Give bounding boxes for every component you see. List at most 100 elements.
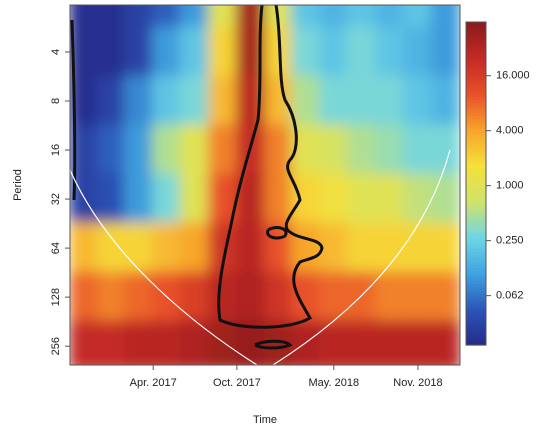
cell (179, 173, 210, 225)
colorbar-swatch (466, 102, 486, 107)
colorbar-swatch (466, 131, 486, 136)
cell (179, 222, 210, 274)
colorbar-swatch (466, 290, 486, 294)
colorbar-swatch (466, 54, 486, 59)
cell (375, 26, 405, 78)
colorbar-swatch (466, 206, 486, 210)
colorbar-swatch (466, 328, 486, 333)
cell (124, 271, 154, 323)
cell (236, 75, 266, 127)
cell (97, 320, 127, 365)
cell (402, 271, 433, 323)
colorbar-swatch (466, 319, 486, 323)
cell (236, 222, 266, 274)
cell (318, 173, 349, 225)
cell (124, 173, 154, 225)
colorbar-tick-label: 4.000 (496, 125, 524, 137)
colorbar-swatch (466, 86, 486, 91)
cell (179, 124, 210, 176)
cell (290, 320, 321, 365)
colorbar-swatch (466, 212, 486, 217)
cell (318, 271, 349, 323)
plot-frame (69, 4, 461, 366)
colorbar-swatch (466, 254, 486, 259)
cell (346, 124, 377, 176)
cell (208, 320, 239, 365)
cell (124, 124, 154, 176)
colorbar-swatch (466, 231, 486, 236)
cell (430, 173, 460, 225)
colorbar-swatch (466, 228, 486, 233)
colorbar-swatch (466, 167, 486, 172)
colorbar-swatch (466, 122, 486, 126)
colorbar-swatch (466, 293, 486, 298)
y-tick-label: 4 (50, 49, 62, 55)
colorbar-swatch (466, 25, 486, 30)
colorbar-swatch (466, 83, 486, 88)
cell (97, 75, 127, 127)
colorbar-swatch (466, 147, 486, 152)
cell (318, 26, 349, 78)
y-tick-label: 64 (50, 242, 62, 254)
colorbar-frame (465, 21, 487, 346)
colorbar-swatch (466, 273, 486, 278)
cell (346, 26, 377, 78)
cell (151, 222, 182, 274)
colorbar-swatch (466, 264, 486, 269)
colorbar-swatch (466, 115, 486, 120)
cone-of-influence (70, 149, 451, 365)
colorbar-swatch (466, 244, 486, 249)
cell (124, 320, 154, 365)
colorbar-swatch (466, 44, 486, 49)
cell (179, 75, 210, 127)
colorbar-swatch (466, 138, 486, 143)
significance-contour (217, 5, 324, 329)
heatmap (70, 5, 460, 365)
cell (318, 75, 349, 127)
colorbar-swatch (466, 338, 486, 343)
colorbar-swatch (466, 105, 486, 110)
colorbar-tick-label: 0.062 (496, 290, 524, 302)
cell (375, 124, 405, 176)
cell (346, 271, 377, 323)
cell (375, 271, 405, 323)
colorbar-swatch (466, 31, 486, 36)
cell (151, 5, 182, 29)
colorbar-swatch (466, 164, 486, 168)
heatmap-cells (70, 5, 460, 365)
y-axis-title: Period (12, 169, 24, 201)
cell (290, 173, 321, 225)
colorbar-swatch (466, 280, 486, 285)
cell (402, 222, 433, 274)
cell (375, 222, 405, 274)
cell (97, 26, 127, 78)
colorbar-swatch (466, 306, 486, 311)
cell (318, 222, 349, 274)
cell (70, 5, 100, 29)
cell (208, 26, 239, 78)
cell (430, 5, 460, 29)
cell (264, 75, 294, 127)
colorbar-swatch (466, 222, 486, 227)
colorbar-swatch (466, 157, 486, 162)
y-tick-label: 256 (50, 337, 62, 355)
colorbar-swatch (466, 309, 486, 314)
colorbar-swatch (466, 173, 486, 178)
colorbar-swatch (466, 73, 486, 78)
cell (70, 320, 100, 365)
cell (208, 5, 239, 29)
cell (264, 271, 294, 323)
cell (318, 320, 349, 365)
colorbar-swatch (466, 177, 486, 181)
colorbar-swatch (466, 267, 486, 272)
colorbar-swatch (466, 189, 486, 194)
colorbar-swatch (466, 202, 486, 207)
colorbar-swatch (466, 335, 486, 340)
cell (375, 75, 405, 127)
colorbar-swatch (466, 144, 486, 149)
colorbar-swatch (466, 286, 486, 291)
x-tick-label: May. 2018 (309, 377, 360, 389)
colorbar-swatch (466, 67, 486, 72)
cell (208, 124, 239, 176)
